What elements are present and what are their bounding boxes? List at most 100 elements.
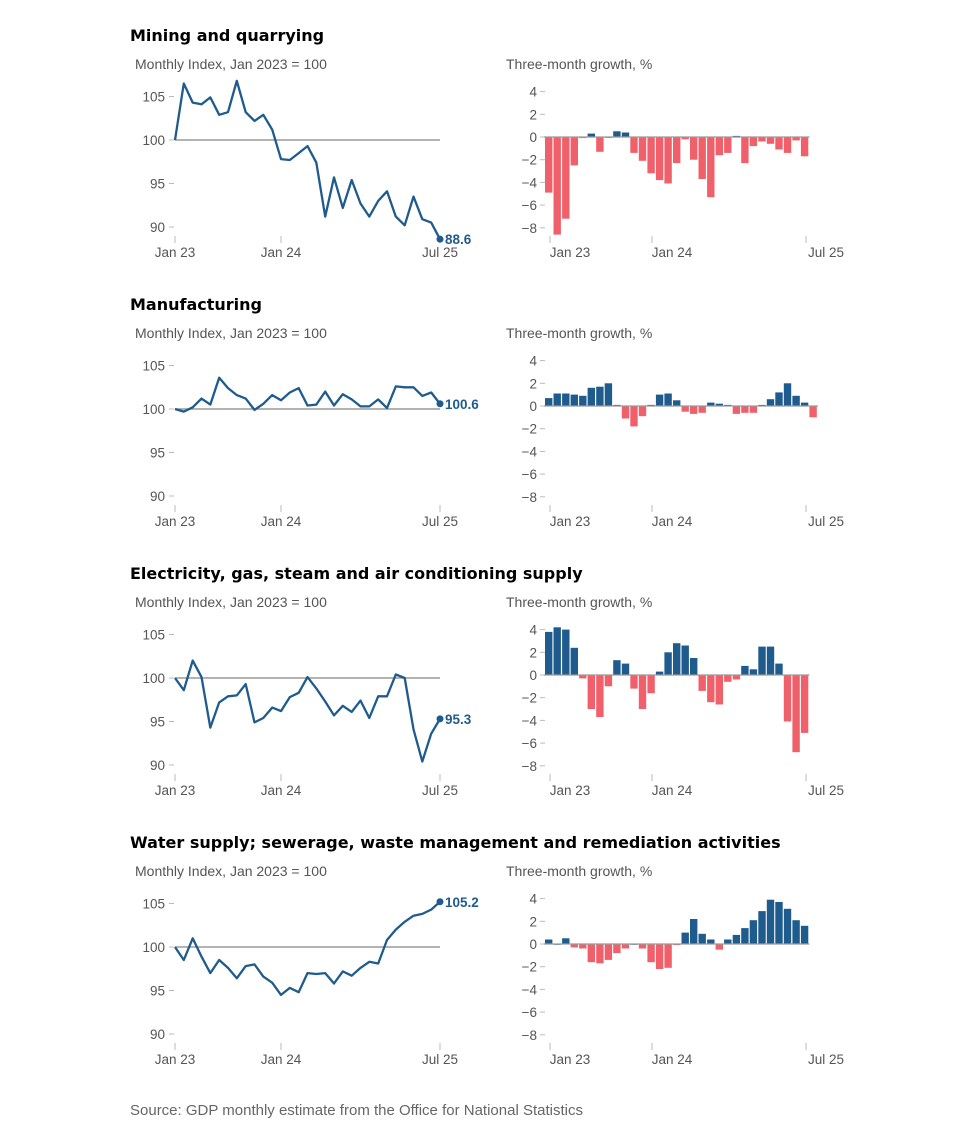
y-tick-label: 2 <box>529 914 537 929</box>
y-tick-label: 0 <box>529 668 537 683</box>
x-tick-label: Jan 24 <box>652 514 693 529</box>
x-tick-label: Jan 24 <box>261 514 302 529</box>
growth-bar <box>545 631 553 675</box>
growth-bar <box>562 393 570 406</box>
y-tick-label: −4 <box>522 444 538 459</box>
growth-bar <box>587 944 595 963</box>
y-tick-label: 100 <box>142 133 165 148</box>
x-tick-label: Jan 23 <box>550 245 591 260</box>
source-note: Source: GDP monthly estimate from the Of… <box>130 1102 583 1119</box>
y-tick-label: −6 <box>522 1005 537 1020</box>
x-tick-label: Jan 23 <box>155 514 196 529</box>
growth-bar <box>604 675 613 687</box>
growth-bar <box>741 137 749 164</box>
growth-bar <box>732 675 741 680</box>
growth-bar <box>766 399 775 406</box>
index-line-water <box>174 900 441 997</box>
growth-bar <box>553 137 561 235</box>
growth-bar <box>647 137 655 174</box>
end-point-water <box>436 898 444 906</box>
growth-bar <box>587 133 595 137</box>
growth-bar <box>587 675 595 709</box>
growth-bar <box>715 675 723 705</box>
panel-title-electricity: Electricity, gas, steam and air conditio… <box>130 564 583 583</box>
end-value-label: 100.6 <box>445 397 479 412</box>
growth-bar <box>775 137 783 150</box>
growth-bar <box>732 934 741 944</box>
growth-bar <box>758 137 766 142</box>
growth-bar <box>792 137 800 141</box>
index-line-manufacturing <box>174 376 441 413</box>
x-tick-label: Jul 25 <box>422 514 458 529</box>
growth-bar <box>715 944 723 950</box>
growth-bar <box>638 137 647 161</box>
growth-bar <box>800 402 809 406</box>
growth-bar <box>707 137 715 198</box>
growth-bar <box>570 944 578 948</box>
index-subtitle-water: Monthly Index, Jan 2023 = 100 <box>135 863 327 879</box>
y-tick-label: 105 <box>142 359 165 374</box>
growth-bar <box>655 137 664 181</box>
growth-bar <box>698 933 706 944</box>
growth-bar <box>783 137 792 153</box>
growth-bar <box>673 400 681 406</box>
y-tick-label: −8 <box>522 221 537 236</box>
growth-bar <box>562 629 570 675</box>
growth-bar <box>741 665 749 675</box>
growth-bar <box>553 627 561 675</box>
growth-bar <box>604 944 613 960</box>
y-tick-label: −2 <box>522 691 537 706</box>
x-tick-label: Jan 24 <box>652 1052 693 1067</box>
x-tick-label: Jan 24 <box>652 783 693 798</box>
y-tick-label: −2 <box>522 153 537 168</box>
y-tick-label: 95 <box>150 984 165 999</box>
growth-bar <box>681 645 689 675</box>
y-tick-label: 2 <box>529 376 537 391</box>
growth-bar <box>621 132 630 137</box>
index-subtitle-mining: Monthly Index, Jan 2023 = 100 <box>135 56 327 72</box>
y-tick-label: −8 <box>522 759 537 774</box>
y-tick-label: −4 <box>522 982 538 997</box>
y-tick-label: 0 <box>529 130 537 145</box>
growth-bar <box>766 899 775 944</box>
x-tick-label: Jan 23 <box>550 1052 591 1067</box>
x-tick-label: Jan 23 <box>155 245 196 260</box>
growth-bar <box>741 928 749 944</box>
growth-bar <box>673 137 681 164</box>
x-tick-label: Jan 24 <box>261 783 302 798</box>
growth-bar <box>749 920 758 944</box>
y-tick-label: 4 <box>529 85 537 100</box>
y-tick-label: 4 <box>529 623 537 638</box>
growth-bar <box>545 137 553 193</box>
growth-bar <box>707 939 715 944</box>
growth-bar <box>766 137 775 144</box>
y-tick-label: −2 <box>522 960 537 975</box>
growth-bar <box>570 647 578 675</box>
growth-bar <box>690 137 698 160</box>
panel-title-mining: Mining and quarrying <box>130 26 325 45</box>
growth-bar <box>562 137 570 219</box>
growth-bar <box>800 925 809 944</box>
growth-bar <box>545 939 553 944</box>
growth-bar <box>792 920 800 944</box>
growth-bar <box>698 675 706 691</box>
y-tick-label: 100 <box>142 402 165 417</box>
x-tick-label: Jul 25 <box>422 1052 458 1067</box>
x-tick-label: Jan 23 <box>155 783 196 798</box>
x-tick-label: Jan 23 <box>550 514 591 529</box>
y-tick-label: 90 <box>150 758 165 773</box>
growth-bar <box>775 392 783 406</box>
y-tick-label: −8 <box>522 490 537 505</box>
growth-bar <box>604 383 613 406</box>
growth-bar <box>749 669 758 675</box>
panel-title-water: Water supply; sewerage, waste management… <box>130 833 781 852</box>
index-subtitle-electricity: Monthly Index, Jan 2023 = 100 <box>135 594 327 610</box>
x-tick-label: Jan 23 <box>550 783 591 798</box>
index-line-electricity <box>174 659 441 763</box>
growth-bar <box>553 393 561 406</box>
growth-bar <box>681 137 689 140</box>
growth-bar <box>698 137 706 179</box>
y-tick-label: 90 <box>150 220 165 235</box>
